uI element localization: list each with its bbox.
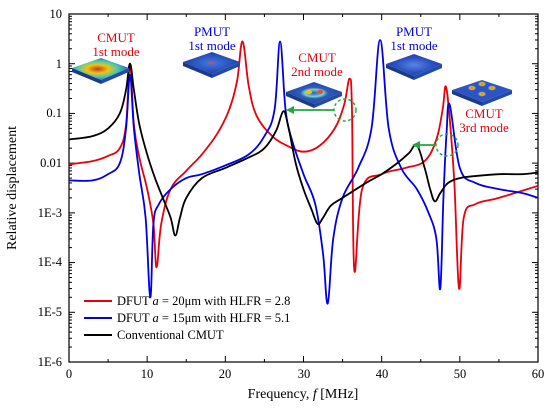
x-tick-label: 40 (376, 367, 389, 381)
legend: DFUT a = 20μm with HLFR = 2.8 DFUT a = 1… (84, 294, 290, 342)
legend-label-conventional-cmut: Conventional CMUT (117, 328, 224, 342)
x-tick-label: 60 (532, 367, 545, 381)
annotation-cmut-1st-title: CMUT (97, 30, 135, 45)
y-tick-label: 0.01 (40, 156, 62, 170)
pmut-1st-mode-image-right (386, 54, 442, 80)
annotation-cmut-2nd-mode: 2nd mode (291, 64, 343, 79)
y-tick-labels: 1E-6 1E-5 1E-4 1E-3 0.01 0.1 1 10 (38, 7, 63, 369)
annotation-cmut-1st-mode: 1st mode (92, 44, 140, 59)
annotation-cmut-3rd-title: CMUT (465, 106, 503, 121)
x-axis-title-text: Frequency, (248, 387, 313, 402)
annotation-pmut-1st-right-mode: 1st mode (390, 38, 438, 53)
axis-ticks (68, 13, 539, 363)
series-line-dfut-15um (68, 39, 539, 305)
x-tick-label: 20 (219, 367, 232, 381)
y-tick-label: 10 (50, 7, 63, 21)
annotation-cmut-3rd-mode: 3rd mode (459, 120, 509, 135)
cmut-1st-mode-image (72, 58, 129, 84)
y-tick-label: 1E-5 (38, 305, 62, 319)
series-line-dfut-20um (68, 40, 539, 290)
cmut-2nd-mode-image (286, 82, 342, 108)
y-tick-label: 1E-3 (38, 206, 62, 220)
x-axis-title: Frequency, f [MHz] (248, 387, 359, 402)
x-axis-title-unit: [MHz] (317, 387, 359, 402)
series-line-conventional-cmut (68, 62, 539, 237)
x-tick-label: 10 (141, 367, 154, 381)
y-tick-label: 1E-4 (38, 255, 63, 269)
pmut-1st-mode-image-left (183, 52, 240, 78)
x-tick-label: 30 (298, 367, 311, 381)
annotation-pmut-1st-right-title: PMUT (396, 24, 432, 39)
legend-label-dfut-20um: DFUT a = 20μm with HLFR = 2.8 (117, 294, 290, 308)
y-axis-title: Relative displacement (5, 126, 20, 250)
x-axis-title-var: f (313, 387, 319, 402)
mode-shape-images (72, 52, 512, 108)
series-layer (68, 39, 539, 305)
y-tick-label: 0.1 (46, 106, 62, 120)
y-tick-label: 1E-6 (38, 355, 62, 369)
annotation-pmut-1st-mode: 1st mode (188, 38, 236, 53)
annotation-pmut-1st-title: PMUT (194, 24, 230, 39)
legend-label-dfut-15um: DFUT a = 15μm with HLFR = 5.1 (117, 311, 290, 325)
frequency-shift-markers (286, 98, 459, 157)
cmut-3rd-mode-image (452, 80, 512, 106)
x-tick-labels: 0 10 20 30 40 50 60 (66, 367, 544, 381)
x-tick-label: 50 (454, 367, 467, 381)
mode-annotations: CMUT 1st mode PMUT 1st mode CMUT 2nd mod… (92, 24, 509, 135)
x-tick-label: 0 (66, 367, 72, 381)
annotation-cmut-2nd-title: CMUT (298, 50, 336, 65)
y-tick-label: 1 (56, 57, 62, 71)
